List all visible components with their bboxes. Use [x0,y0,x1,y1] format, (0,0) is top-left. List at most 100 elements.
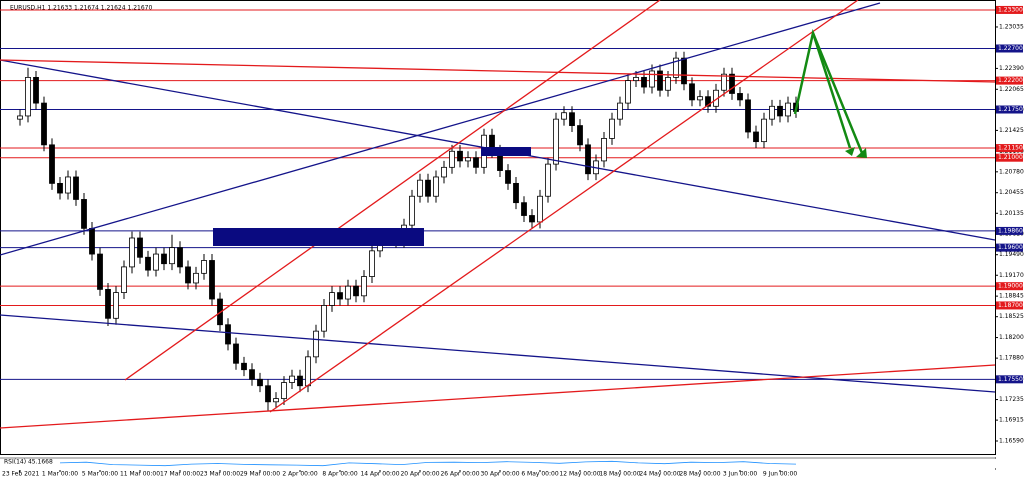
candle-body [617,102,623,120]
candle-body [417,179,423,197]
candle-body [313,330,319,358]
candle-body [121,266,127,294]
candle-body [729,73,735,94]
level-label: 1.18700 [998,302,1023,309]
x-tick-label: 6 May 00:00 [521,471,559,478]
candle-body [361,276,367,297]
candle-body [169,247,175,265]
level-label: 1.23300 [998,6,1023,13]
candle-body [153,253,159,271]
level-tag [996,105,1023,114]
y-tick-label: 1.19170 [999,272,1024,279]
candle-body [473,157,479,168]
y-tick-label: 1.20780 [999,168,1024,175]
arrow-head [856,148,867,158]
y-tick-label: 1.16590 [999,437,1024,444]
candle-body [65,176,71,194]
x-tick-label: 17 Mar 00:00 [160,471,200,478]
candle-body [433,176,439,197]
x-tick-label: 8 Apr 00:00 [322,471,357,478]
level-label: 1.22700 [998,45,1023,52]
channel-line [124,0,661,381]
candle-body [697,96,703,101]
trend-line [0,314,996,393]
candle-body [353,285,359,297]
candle-body [561,112,567,120]
candle-body [425,179,431,197]
level-tag [996,153,1023,162]
candle-body [553,118,559,165]
x-tick-label: 23 Mar 00:00 [200,471,240,478]
level-tag [996,76,1023,85]
x-tick-label: 14 Apr 00:00 [360,471,399,478]
zone [481,147,531,156]
trend-line [0,364,996,429]
x-tick-label: 18 May 00:00 [599,471,640,478]
level-label: 1.21000 [998,154,1023,161]
candle-body [97,253,103,290]
candle-body [57,182,63,194]
x-tick-label: 3 Jun 00:00 [723,471,757,478]
candle-body [337,292,343,300]
trend-line [0,59,996,83]
level-label: 1.17550 [998,376,1023,383]
candle-body [161,253,167,265]
level-label: 1.21750 [998,106,1023,113]
candle-body [345,285,351,300]
level-tag [996,282,1023,291]
x-tick-label: 2 Apr 00:00 [282,471,317,478]
level-label: 1.19600 [998,244,1023,251]
candle-body [193,272,199,284]
candle-body [449,150,455,168]
candle-body [369,250,375,277]
candle-body [73,176,79,200]
candle-body [785,102,791,117]
candle-body [569,112,575,126]
x-tick-label: 28 May 00:00 [679,471,720,478]
candle-body [273,398,279,403]
level-tag [996,44,1023,53]
candle-body [705,96,711,107]
candle-body [505,170,511,184]
candle-body [225,324,231,345]
candle-body [281,382,287,399]
candle-body [601,138,607,162]
plot-frame [0,0,996,455]
level-tag [996,5,1023,14]
y-tick-label: 1.18845 [999,293,1024,300]
candle-body [137,237,143,258]
level-tag [996,243,1023,252]
candle-body [409,195,415,226]
y-tick-label: 1.20135 [999,210,1024,217]
candle-body [441,166,447,178]
x-tick-label: 5 Mar 00:00 [82,471,118,478]
candle-body [209,260,215,300]
trend-line [0,2,881,256]
annotations [0,0,996,429]
candle-body [777,105,783,117]
candle-body [689,83,695,101]
y-tick-label: 1.20455 [999,189,1024,196]
y-tick-label: 1.16915 [999,417,1024,424]
candle-body [145,256,151,271]
candle-body [49,144,55,184]
y-tick-label: 1.19490 [999,251,1024,258]
level-tag [996,226,1023,235]
chart-title: EURUSD,H1 1.21633 1.21674 1.21624 1.2167… [10,5,152,12]
x-tick-label: 20 Apr 00:00 [400,471,439,478]
x-tick-label: 12 May 00:00 [559,471,600,478]
rsi-line [59,460,797,467]
level-tag [996,144,1023,153]
level-tag [996,301,1023,310]
candle-body [545,163,551,197]
y-tick-label: 1.18525 [999,313,1024,320]
rsi-title: RSI(14) 45.1668 [4,459,53,466]
candle-body [185,266,191,284]
candle-body [537,195,543,223]
candle-body [33,76,39,104]
arrow-head [845,147,855,156]
candle-body [633,76,639,82]
y-tick-label: 1.17235 [999,396,1024,403]
candle-body [297,375,303,387]
